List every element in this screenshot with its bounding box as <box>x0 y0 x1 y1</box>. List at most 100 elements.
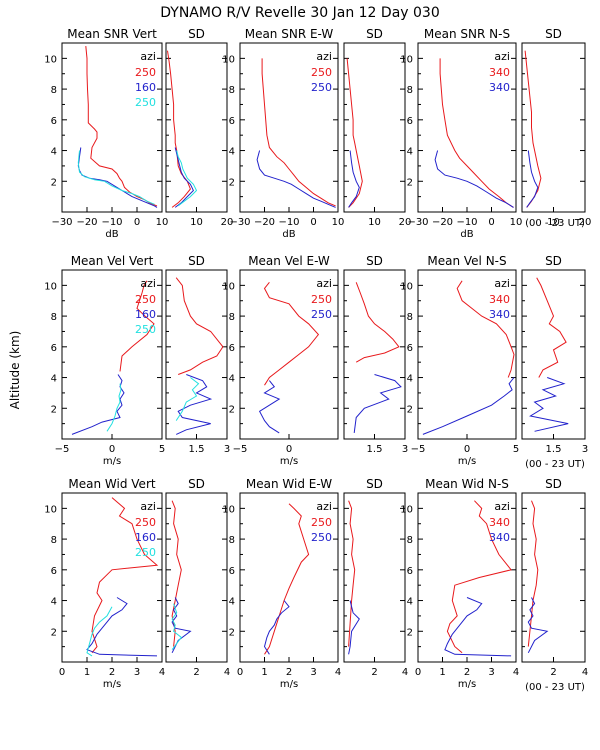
x-tick-label: −20 <box>254 217 275 228</box>
x-tick-label: 2 <box>286 667 292 678</box>
y-tick-label: 10 <box>400 504 413 515</box>
x-tick-label: −5 <box>233 444 248 455</box>
y-tick-label: 4 <box>229 147 235 158</box>
y-tick-label: 8 <box>407 85 413 96</box>
series-line-blue <box>348 600 360 655</box>
panel-snr-vert-sd: SD 10 20 <box>165 27 234 228</box>
y-tick-label: 8 <box>51 312 57 323</box>
y-tick-label: 10 <box>44 504 57 515</box>
legend-entry: 250 <box>135 96 156 109</box>
legend-entry: 250 <box>311 81 332 94</box>
panel-wid-ew-sd: SD 2 4 <box>343 477 408 678</box>
x-tick-label: 0 <box>59 667 65 678</box>
panel-vel-vert: Mean Vel Vert 2 4 6 8 10 −5 0 5 m/s azi 250 160 250 <box>44 254 165 467</box>
x-tick-label: 4 <box>159 667 165 678</box>
x-tick-label: 20 <box>221 217 234 228</box>
y-tick-label: 2 <box>51 404 57 415</box>
plot-frame <box>521 269 586 440</box>
y-tick-label: 2 <box>229 177 235 188</box>
legend-entry: 340 <box>489 308 510 321</box>
series-line-cyan <box>171 603 182 650</box>
x-tick-label: 4 <box>335 667 341 678</box>
y-tick-label: 8 <box>229 85 235 96</box>
series-line-blue <box>444 597 512 657</box>
series-line-blue <box>171 597 192 654</box>
legend-entry: 250 <box>135 293 156 306</box>
x-tick-label: 10 <box>156 217 169 228</box>
y-tick-label: 4 <box>229 597 235 608</box>
panel-wid-ns: Mean Wid N-S 2 4 6 8 10 0 1 2 3 4 m/s azi 340 340 <box>400 477 519 690</box>
panel-title: SD <box>366 254 383 268</box>
series-line-blue <box>526 150 539 208</box>
legend-entry: 340 <box>489 531 510 544</box>
series-line-cyan <box>175 377 200 421</box>
x-tick-label: 10 <box>510 217 523 228</box>
x-tick-label: −20 <box>432 217 453 228</box>
legend-entry: 340 <box>489 66 510 79</box>
x-axis-label: m/s <box>280 679 298 690</box>
y-tick-label: 4 <box>229 374 235 385</box>
y-tick-label: 2 <box>229 404 235 415</box>
x-tick-label: 1 <box>439 667 445 678</box>
y-tick-label: 10 <box>222 504 235 515</box>
series-line-red <box>456 280 515 378</box>
series-line-red <box>119 280 155 372</box>
y-tick-label: 4 <box>51 147 57 158</box>
x-axis-label: m/s <box>103 456 121 467</box>
x-tick-label: 0 <box>488 217 494 228</box>
x-tick-label: 1.5 <box>189 444 205 455</box>
series-line-red <box>355 282 400 363</box>
legend-entry: 250 <box>311 516 332 529</box>
y-tick-label: 2 <box>51 177 57 188</box>
y-tick-label: 10 <box>400 281 413 292</box>
series-line-red <box>167 50 191 208</box>
x-tick-label: 3 <box>582 444 588 455</box>
y-tick-label: 6 <box>229 566 235 577</box>
y-tick-label: 6 <box>407 343 413 354</box>
x-tick-label: −30 <box>407 217 428 228</box>
panel-title: Mean Wid E-W <box>246 477 332 491</box>
x-tick-label: −20 <box>76 217 97 228</box>
y-tick-label: 4 <box>407 597 413 608</box>
series-line-red <box>446 500 512 654</box>
plot-frame <box>165 492 228 663</box>
x-tick-label: 3 <box>488 667 494 678</box>
y-tick-label: 8 <box>407 535 413 546</box>
panel-title: SD <box>366 477 383 491</box>
x-axis-label: dB <box>105 229 118 240</box>
legend-entry: 160 <box>135 308 156 321</box>
legend-header: azi <box>316 500 332 513</box>
legend-header: azi <box>316 50 332 63</box>
legend-header: azi <box>140 277 156 290</box>
series-line-blue <box>348 150 360 208</box>
y-tick-label: 2 <box>51 627 57 638</box>
plot-frame <box>343 492 406 663</box>
panel-wid-ns-sd: SD 2 4 <box>521 477 588 678</box>
panel-title: Mean SNR E-W <box>245 27 334 41</box>
legend-header: azi <box>140 500 156 513</box>
series-line-blue <box>263 600 290 655</box>
legend-entry: 250 <box>135 546 156 559</box>
x-tick-label: 2 <box>550 667 556 678</box>
series-line-blue <box>434 150 514 208</box>
y-tick-label: 8 <box>229 312 235 323</box>
panel-title: SD <box>188 27 205 41</box>
series-line-red <box>536 277 567 378</box>
series-line-blue <box>86 597 158 657</box>
x-tick-label: 0 <box>286 444 292 455</box>
y-tick-label: 8 <box>229 535 235 546</box>
panel-title: SD <box>188 254 205 268</box>
x-tick-label: 1 <box>84 667 90 678</box>
x-axis-label: m/s <box>458 679 476 690</box>
series-line-blue <box>77 147 158 208</box>
x-tick-label: 2 <box>109 667 115 678</box>
plot-frame <box>521 492 586 663</box>
legend-entry: 250 <box>311 293 332 306</box>
x-tick-label: 0 <box>415 667 421 678</box>
y-tick-label: 6 <box>51 566 57 577</box>
x-axis-label: m/s <box>458 456 476 467</box>
series-line-blue <box>256 150 336 208</box>
x-tick-label: 2 <box>193 667 199 678</box>
panel-title: Mean Wid N-S <box>425 477 509 491</box>
